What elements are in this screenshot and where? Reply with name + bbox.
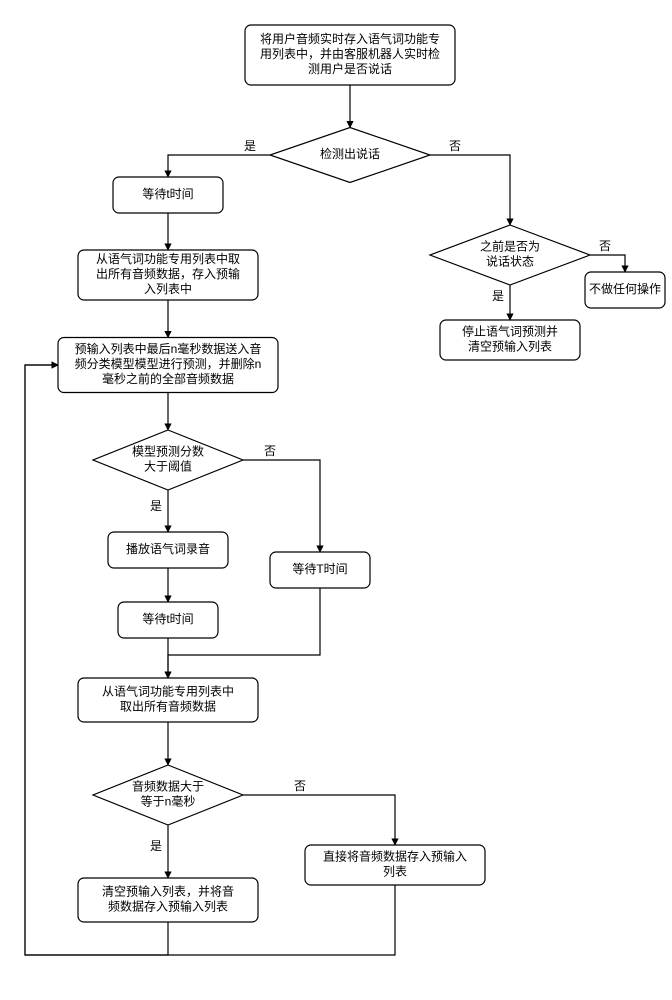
node-label: 不做任何操作	[589, 281, 661, 296]
node-label: 清空预输入列表	[468, 339, 552, 354]
node-label: 等待t时间	[142, 187, 193, 201]
node-d3: 模型预测分数大于阈值	[93, 430, 243, 490]
edge	[243, 460, 320, 552]
node-label: 毫秒之前的全部音频数据	[102, 371, 234, 386]
node-label: 频数据存入预输入列表	[108, 899, 228, 914]
edges-layer: 是否是否是否是否	[25, 85, 625, 955]
flowchart-diagram: 是否是否是否是否将用户音频实时存入语气词功能专用列表中，并由客服机器人实时检测用…	[0, 0, 672, 1000]
node-n10: 从语气词功能专用列表中取出所有音频数据	[78, 678, 258, 722]
edge-label: 否	[599, 239, 611, 253]
node-n2: 等待t时间	[113, 177, 223, 213]
node-label: 将用户音频实时存入语气词功能专	[260, 31, 440, 46]
node-d1: 检测出说话	[270, 128, 430, 183]
node-label: 频分类模型模型进行预测，并删除n	[75, 356, 262, 371]
nodes-layer: 将用户音频实时存入语气词功能专用列表中，并由客服机器人实时检测用户是否说话检测出…	[58, 25, 665, 922]
edge-label: 否	[264, 444, 276, 458]
node-label: 检测出说话	[320, 146, 380, 161]
node-label: 等于n毫秒	[141, 794, 196, 809]
edge-label: 否	[449, 139, 461, 153]
node-label: 之前是否为	[480, 239, 540, 254]
edge-label: 是	[244, 139, 256, 153]
edge	[168, 155, 270, 177]
node-label: 测用户是否说话	[308, 61, 392, 76]
node-label: 说话状态	[486, 254, 534, 269]
node-label: 等待T时间	[292, 562, 347, 576]
node-label: 列表	[383, 865, 407, 879]
node-label: 等待t时间	[142, 612, 193, 626]
node-label: 停止语气词预测并	[462, 324, 558, 339]
node-n12: 清空预输入列表，并将音频数据存入预输入列表	[78, 878, 258, 922]
node-n1: 将用户音频实时存入语气词功能专用列表中，并由客服机器人实时检测用户是否说话	[245, 25, 455, 85]
edge-label: 是	[150, 499, 162, 513]
node-n5: 停止语气词预测并清空预输入列表	[440, 320, 580, 360]
node-label: 模型预测分数	[132, 444, 204, 459]
node-label: 用列表中，并由客服机器人实时检	[260, 46, 440, 61]
edge	[243, 795, 395, 845]
node-d2: 之前是否为说话状态	[430, 225, 590, 285]
node-n4: 预输入列表中最后n毫秒数据送入音频分类模型模型进行预测，并删除n毫秒之前的全部音…	[58, 338, 278, 393]
node-label: 从语气词功能专用列表中	[102, 684, 234, 699]
node-label: 出所有音频数据，存入预输	[96, 266, 240, 281]
node-label: 直接将音频数据存入预输入	[323, 849, 467, 864]
node-label: 播放语气词录音	[126, 541, 210, 556]
node-label: 清空预输入列表，并将音	[102, 884, 234, 899]
edge	[590, 255, 625, 272]
node-label: 从语气词功能专用列表中取	[96, 251, 240, 266]
node-n3: 从语气词功能专用列表中取出所有音频数据，存入预输入列表中	[78, 250, 258, 300]
node-label: 取出所有音频数据	[120, 699, 216, 714]
node-n9: 等待T时间	[270, 552, 370, 588]
edge-label: 是	[150, 839, 162, 853]
node-label: 音频数据大于	[132, 779, 204, 794]
node-label: 预输入列表中最后n毫秒数据送入音	[75, 341, 262, 356]
node-n8: 等待t时间	[118, 602, 218, 638]
node-label: 大于阈值	[144, 459, 192, 474]
node-d4: 音频数据大于等于n毫秒	[93, 765, 243, 825]
node-n6: 不做任何操作	[585, 272, 665, 308]
edge-label: 是	[492, 289, 504, 303]
node-label: 入列表中	[144, 281, 192, 296]
edge-label: 否	[294, 779, 306, 793]
node-n7: 播放语气词录音	[108, 532, 228, 568]
node-n11: 直接将音频数据存入预输入列表	[305, 845, 485, 885]
edge	[430, 155, 510, 225]
